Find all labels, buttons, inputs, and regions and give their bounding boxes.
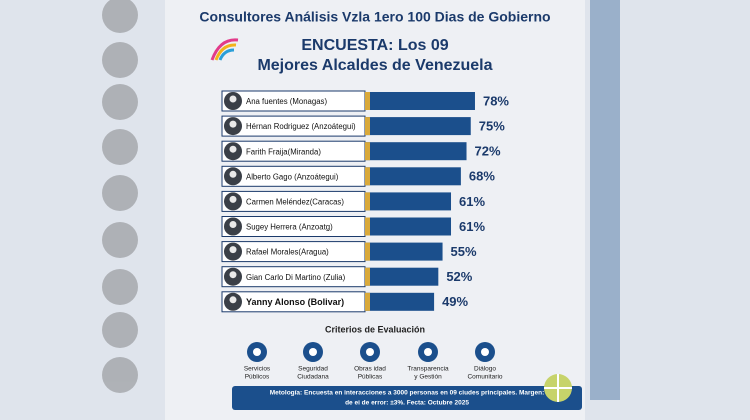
bar xyxy=(365,217,452,236)
category-label: Rafael Morales(Aragua) xyxy=(246,248,329,257)
category-label: Carmen Meléndez(Caracas) xyxy=(246,197,344,206)
criteria-icon-glyph xyxy=(366,348,374,356)
avatar-head xyxy=(229,271,237,279)
title: Consultores Análisis Vzla 1ero 100 Dias … xyxy=(199,9,550,25)
bar xyxy=(365,92,475,110)
category-label: Gian Carlo Di Martino (Zulia) xyxy=(246,273,346,282)
bar-accent xyxy=(365,117,370,136)
value-label: 68% xyxy=(469,169,495,184)
avatar-head xyxy=(229,145,237,153)
bar-accent xyxy=(365,192,370,211)
criteria-label: Diálogo xyxy=(474,366,496,373)
footer-note: Metología: Encuesta en interacciones a 3… xyxy=(270,390,545,397)
blurred-side xyxy=(102,0,620,400)
value-label: 78% xyxy=(483,93,509,108)
value-label: 75% xyxy=(479,119,505,134)
avatar-head xyxy=(229,120,237,128)
criteria-icon-glyph xyxy=(253,348,261,356)
criteria-label: Obras idad xyxy=(354,366,386,373)
value-label: 61% xyxy=(459,194,485,209)
bar-accent xyxy=(365,242,370,261)
bar-accent xyxy=(365,92,370,110)
criteria-label: Seguridad xyxy=(298,366,328,373)
category-label: Hérnan Rodriguez (Anzoátegui) xyxy=(246,122,356,131)
avatar-head xyxy=(229,195,237,203)
avatar-head xyxy=(229,170,237,178)
criteria-title: Criterios de Evaluación xyxy=(325,324,425,334)
value-label: 55% xyxy=(451,244,477,259)
criteria-icon-glyph xyxy=(424,348,432,356)
criteria-label: Ciudadana xyxy=(297,374,329,381)
category-label: Farith Fraija(Miranda) xyxy=(246,147,321,156)
value-label: 52% xyxy=(446,269,472,284)
criteria-label: Públicas xyxy=(358,374,383,381)
logo xyxy=(210,38,239,61)
bar xyxy=(365,167,461,186)
criteria-icon-glyph xyxy=(481,348,489,356)
bar-accent xyxy=(365,267,370,286)
bar xyxy=(365,292,435,311)
footer-note: de ei de error: ±3%. Fecta: Octubre 2025 xyxy=(345,400,469,407)
bar xyxy=(365,242,443,261)
avatar-head xyxy=(229,221,237,228)
value-label: 49% xyxy=(442,294,468,309)
category-label: Alberto Gago (Anzoátegui) xyxy=(246,172,339,181)
avatar-head xyxy=(229,95,237,103)
category-label: Sugey Herrera (Anzoatg) xyxy=(246,223,333,232)
bar-accent xyxy=(365,217,370,236)
bar-accent xyxy=(365,167,370,186)
bar-accent xyxy=(365,292,370,311)
criteria-label: Comunitario xyxy=(467,374,502,381)
corner-logo xyxy=(544,374,572,402)
bar-accent xyxy=(365,142,370,161)
bar xyxy=(365,117,471,136)
avatar-head xyxy=(229,246,237,254)
bar xyxy=(365,192,452,211)
footer-box xyxy=(232,386,582,410)
criteria-label: Públicos xyxy=(245,374,270,381)
subtitle: Mejores Alcaldes de Venezuela xyxy=(257,57,492,74)
criteria-label: Servicios xyxy=(244,366,271,373)
criteria-label: y Gestión xyxy=(414,374,442,381)
bar xyxy=(365,267,439,286)
bar xyxy=(365,142,467,161)
subtitle: ENCUESTA: Los 09 xyxy=(301,37,448,54)
avatar-head xyxy=(229,296,237,304)
category-label: Yanny Alonso (Bolivar) xyxy=(246,297,344,307)
value-label: 72% xyxy=(475,144,501,159)
value-label: 61% xyxy=(459,219,485,234)
criteria-label: Transparencia xyxy=(407,366,449,373)
criteria-icon-glyph xyxy=(309,348,317,356)
category-label: Ana fuentes (Monagas) xyxy=(246,97,327,106)
